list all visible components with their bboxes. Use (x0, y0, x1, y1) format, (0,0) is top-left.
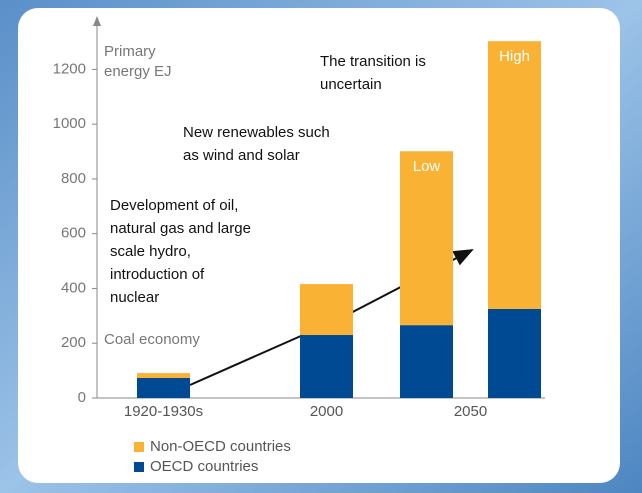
y-tick-label: 800 (61, 170, 86, 187)
annotation: scale hydro, (110, 243, 191, 260)
legend-label: OECD countries (150, 458, 258, 475)
legend-swatch (134, 442, 144, 452)
y-tick-label: 400 (61, 279, 86, 296)
legend-label: Non-OECD countries (150, 438, 291, 455)
y-tick-label: 600 (61, 225, 86, 242)
bar-segment (300, 335, 353, 398)
annotation: The transition is (320, 53, 426, 70)
bar-segment (488, 41, 541, 309)
y-axis-arrow (93, 16, 101, 26)
bar-segment (400, 325, 453, 398)
annotation: Coal economy (104, 331, 200, 348)
y-axis-label: Primary (104, 43, 156, 60)
bar-segment (400, 151, 453, 326)
x-tick-label: 2000 (310, 403, 343, 420)
x-tick-label: 2050 (454, 403, 487, 420)
bar-label: High (499, 48, 530, 65)
annotation: as wind and solar (183, 147, 300, 164)
bar-segment (137, 373, 190, 379)
y-axis-label: energy EJ (104, 63, 172, 80)
annotation: nuclear (110, 289, 159, 306)
y-tick-label: 0 (78, 389, 86, 406)
bar-segment (137, 378, 190, 398)
bar-label: Low (413, 158, 441, 175)
annotation: New renewables such (183, 124, 330, 141)
annotation: Development of oil, (110, 197, 238, 214)
y-tick-label: 1200 (53, 60, 86, 77)
legend-swatch (134, 462, 144, 472)
x-tick-label: 1920-1930s (124, 403, 203, 420)
annotation: uncertain (320, 76, 382, 93)
annotation: introduction of (110, 266, 205, 283)
y-tick-label: 1000 (53, 115, 86, 132)
bar-segment (488, 309, 541, 398)
bar-segment (300, 284, 353, 336)
annotation: natural gas and large (110, 220, 251, 237)
y-tick-label: 200 (61, 334, 86, 351)
panel (18, 8, 620, 483)
